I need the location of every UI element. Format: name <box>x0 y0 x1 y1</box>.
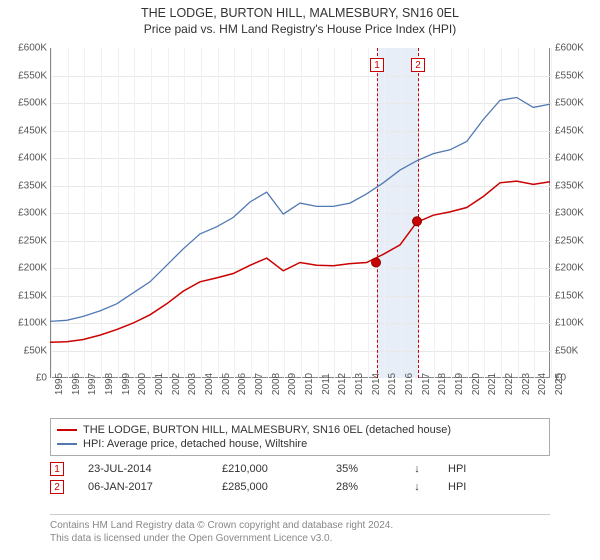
chart-subtitle: Price paid vs. HM Land Registry's House … <box>0 22 600 36</box>
col-pct: 35% <box>336 463 386 475</box>
y-tick-label: £600K <box>7 43 47 54</box>
table-row: 1 23-JUL-2014 £210,000 35% ↓ HPI <box>50 460 550 478</box>
col-pct: 28% <box>336 481 386 493</box>
y-tick-label-right: £450K <box>555 125 599 136</box>
legend: THE LODGE, BURTON HILL, MALMESBURY, SN16… <box>50 418 550 456</box>
title-block: THE LODGE, BURTON HILL, MALMESBURY, SN16… <box>0 0 600 38</box>
y-tick-label: £500K <box>7 98 47 109</box>
y-tick-label: £450K <box>7 125 47 136</box>
legend-item: HPI: Average price, detached house, Wilt… <box>57 437 543 451</box>
y-tick-label-right: £50K <box>555 345 599 356</box>
y-tick-label-right: £150K <box>555 290 599 301</box>
y-tick-label: £150K <box>7 290 47 301</box>
table-row: 2 06-JAN-2017 £285,000 28% ↓ HPI <box>50 478 550 496</box>
legend-swatch <box>57 443 77 445</box>
chart-area: £0£0£50K£50K£100K£100K£150K£150K£200K£20… <box>50 48 550 378</box>
legend-swatch <box>57 429 77 431</box>
y-tick-label: £100K <box>7 318 47 329</box>
col-date: 23-JUL-2014 <box>88 463 198 475</box>
price-point-marker <box>372 258 381 267</box>
col-price: £210,000 <box>222 463 312 475</box>
footer-attribution: Contains HM Land Registry data © Crown c… <box>50 514 550 545</box>
legend-label: THE LODGE, BURTON HILL, MALMESBURY, SN16… <box>83 424 451 436</box>
event-badge: 1 <box>50 462 64 476</box>
col-hpi: HPI <box>448 481 488 493</box>
y-tick-label: £300K <box>7 208 47 219</box>
line-series-svg <box>50 48 550 378</box>
footer-line: This data is licensed under the Open Gov… <box>50 532 550 545</box>
y-tick-label: £400K <box>7 153 47 164</box>
price-point-marker <box>413 217 422 226</box>
chart-container: THE LODGE, BURTON HILL, MALMESBURY, SN16… <box>0 0 600 560</box>
y-tick-label-right: £350K <box>555 180 599 191</box>
y-tick-label-right: £200K <box>555 263 599 274</box>
y-tick-label-right: £300K <box>555 208 599 219</box>
y-tick-label-right: £500K <box>555 98 599 109</box>
y-tick-label-right: £400K <box>555 153 599 164</box>
chart-title: THE LODGE, BURTON HILL, MALMESBURY, SN16… <box>0 6 600 20</box>
event-badge: 2 <box>50 480 64 494</box>
series-line <box>50 98 550 322</box>
col-price: £285,000 <box>222 481 312 493</box>
x-tick-label: 2025 <box>554 373 565 395</box>
down-arrow-icon: ↓ <box>410 463 424 475</box>
y-tick-label: £50K <box>7 345 47 356</box>
transactions-table: 1 23-JUL-2014 £210,000 35% ↓ HPI 2 06-JA… <box>50 460 550 496</box>
y-tick-label-right: £550K <box>555 70 599 81</box>
y-tick-label: £200K <box>7 263 47 274</box>
y-tick-label-right: £600K <box>555 43 599 54</box>
legend-item: THE LODGE, BURTON HILL, MALMESBURY, SN16… <box>57 423 543 437</box>
legend-label: HPI: Average price, detached house, Wilt… <box>83 438 307 450</box>
y-tick-label-right: £100K <box>555 318 599 329</box>
y-tick-label: £0 <box>7 373 47 384</box>
down-arrow-icon: ↓ <box>410 481 424 493</box>
y-tick-label-right: £250K <box>555 235 599 246</box>
y-tick-label: £350K <box>7 180 47 191</box>
y-tick-label: £550K <box>7 70 47 81</box>
y-tick-label: £250K <box>7 235 47 246</box>
col-date: 06-JAN-2017 <box>88 481 198 493</box>
series-line <box>50 181 550 342</box>
footer-line: Contains HM Land Registry data © Crown c… <box>50 519 550 532</box>
col-hpi: HPI <box>448 463 488 475</box>
